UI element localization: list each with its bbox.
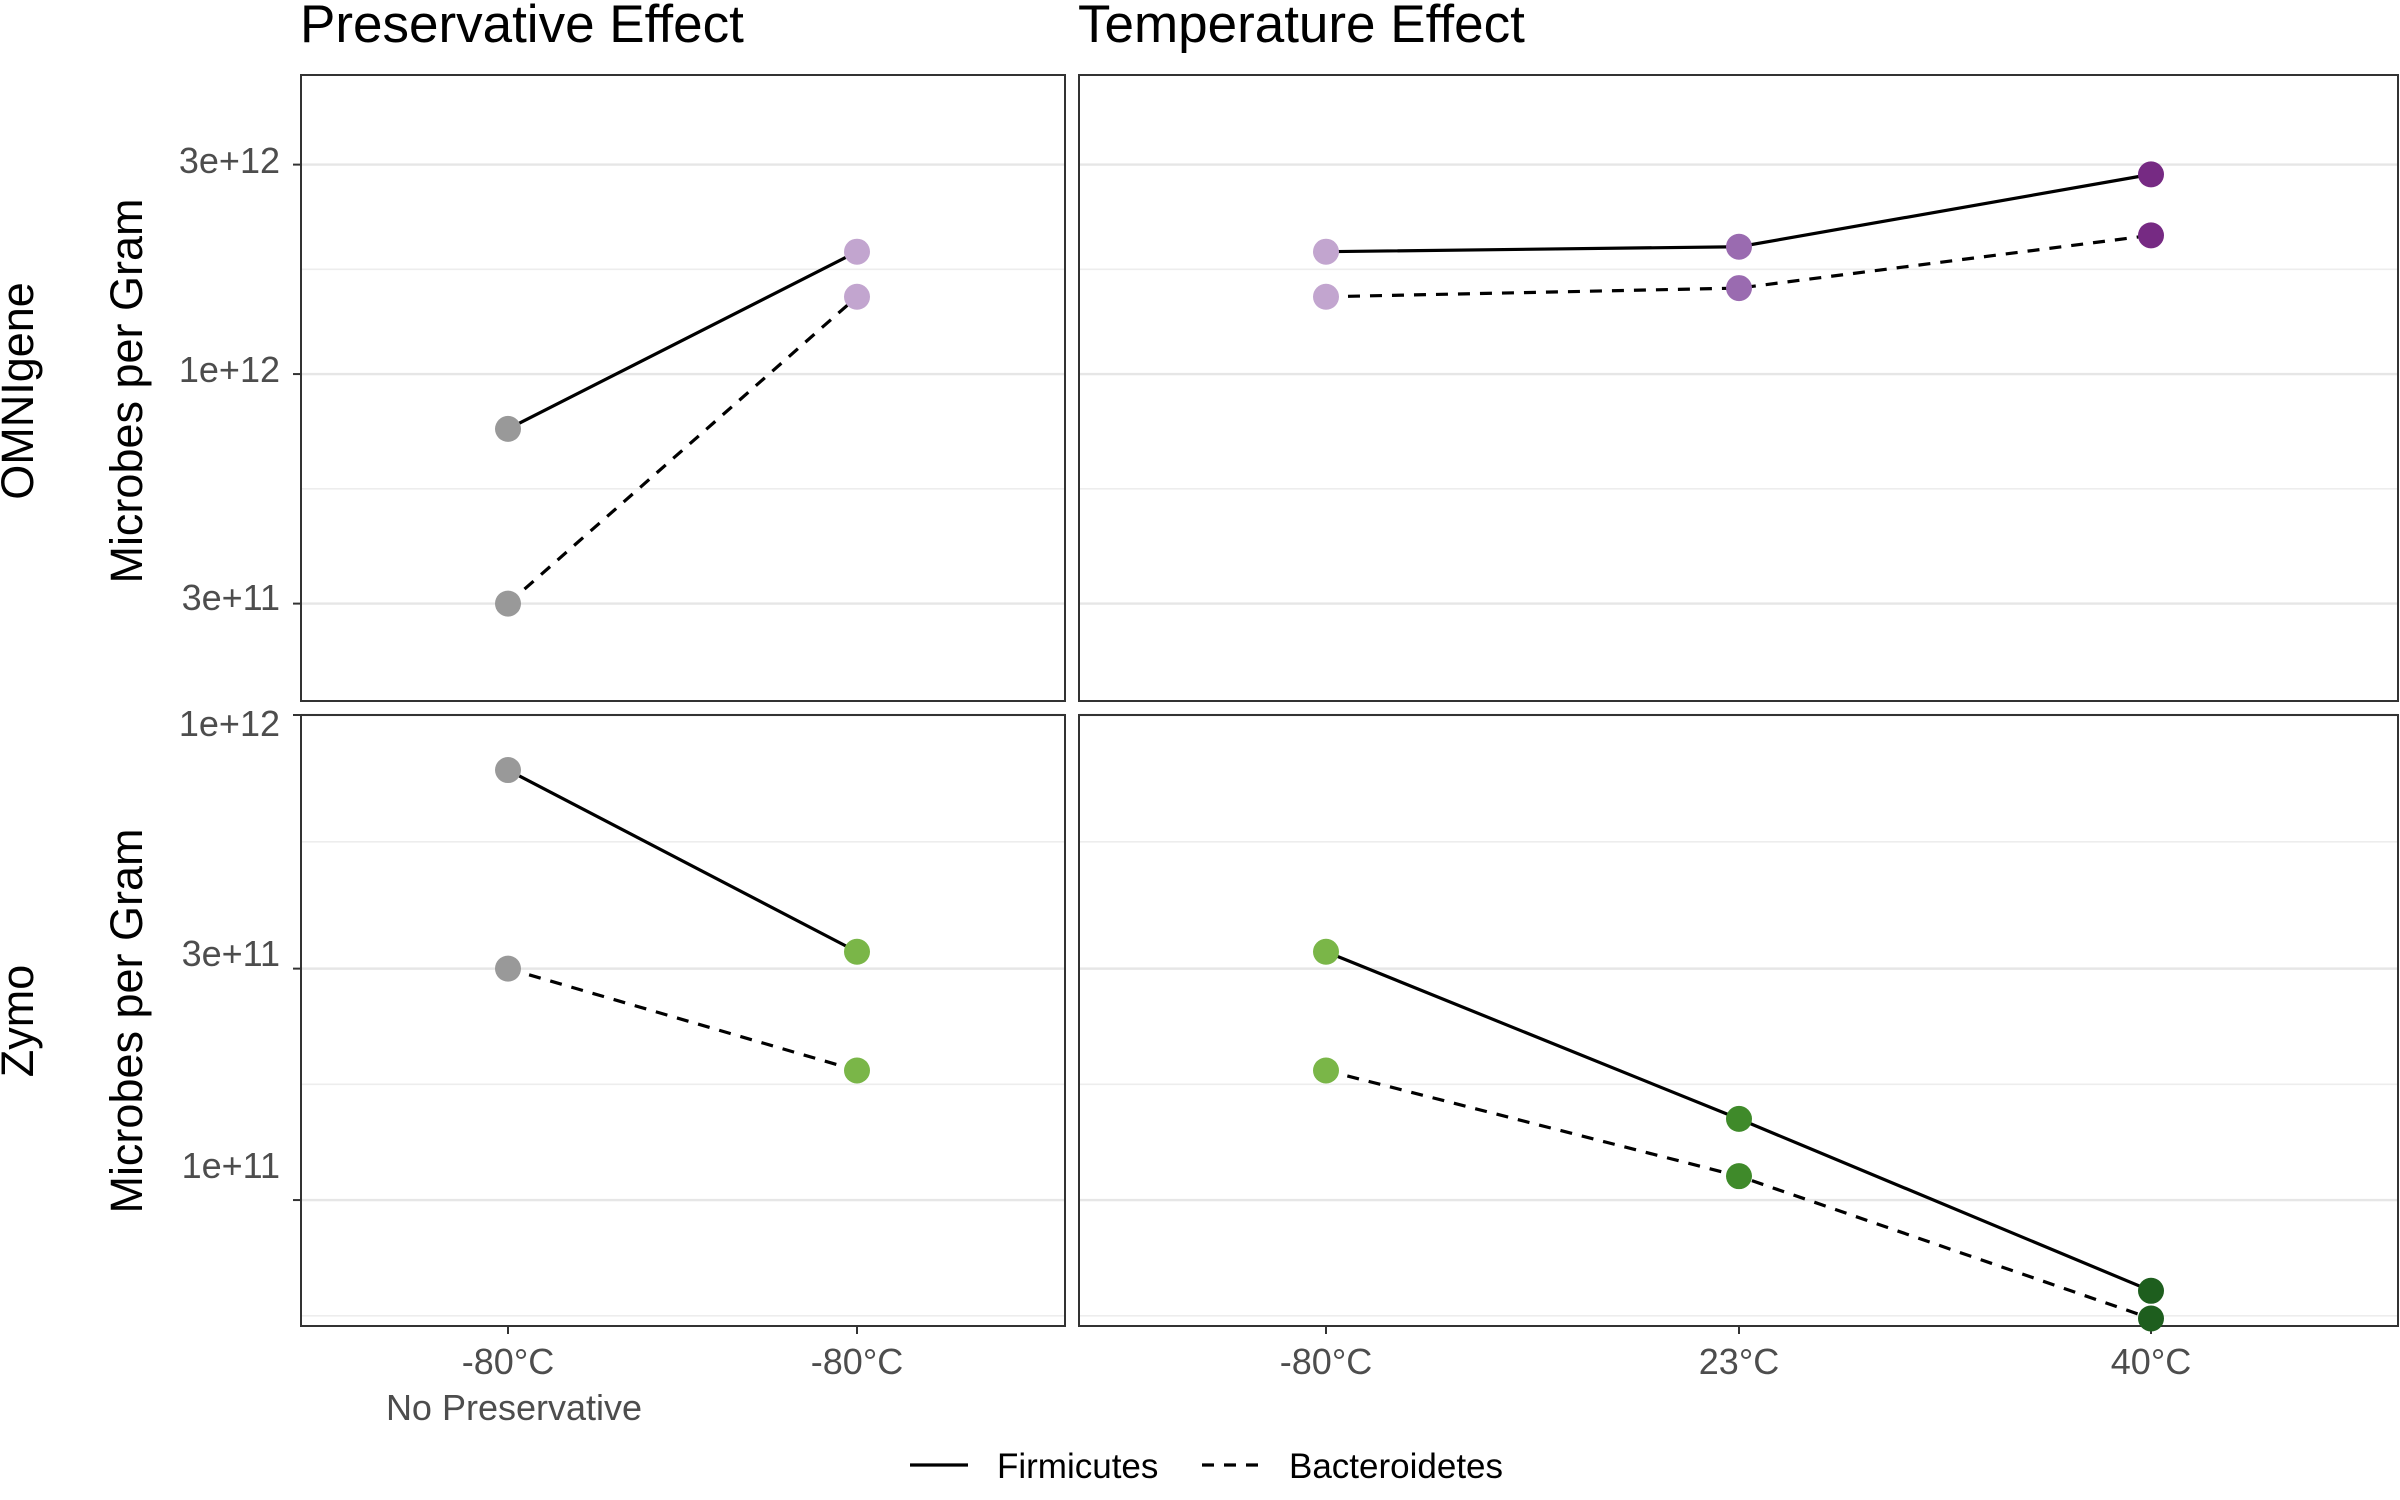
legend-label-firmicutes: Firmicutes	[997, 1447, 1158, 1486]
data-point-bacteroidetes	[495, 955, 521, 982]
panel-border	[300, 74, 1066, 702]
data-point-bacteroidetes	[2138, 1305, 2164, 1332]
y-tick-label-bottom-2: 1e+12	[179, 703, 280, 744]
row-label-zymo: Zymo	[0, 965, 43, 1078]
x-tick-label-preservative-2: -80°C	[811, 1341, 903, 1382]
data-point-bacteroidetes	[844, 283, 870, 310]
data-point-firmicutes	[1313, 938, 1339, 965]
x-tick-label-temperature-2: 23°C	[1699, 1341, 1779, 1382]
y-tick-label-top-2: 3e+12	[179, 140, 280, 181]
panel-0-1	[1078, 74, 2399, 702]
data-point-firmicutes	[844, 938, 870, 965]
data-point-firmicutes	[495, 757, 521, 784]
y-tick-label-bottom-0: 1e+11	[182, 1145, 280, 1186]
y-axis-label-top: Microbes per Gram	[101, 198, 152, 583]
legend: Firmicutes Bacteroidetes	[910, 1447, 1503, 1486]
data-point-bacteroidetes	[1313, 283, 1339, 310]
panel-border	[1078, 74, 2399, 702]
panel-border	[300, 714, 1066, 1327]
data-point-bacteroidetes	[1726, 275, 1752, 302]
data-point-firmicutes	[1313, 238, 1339, 265]
panel-1-0	[293, 713, 1066, 1334]
data-point-bacteroidetes	[1726, 1163, 1752, 1190]
panel-0-0	[293, 74, 1066, 702]
x-tick-label-temperature-3: 40°C	[2111, 1341, 2191, 1382]
x-tick-label-preservative-1: -80°C	[462, 1341, 554, 1382]
data-point-firmicutes	[1726, 233, 1752, 260]
column-title-temperature-effect: Temperature Effect	[1078, 0, 1525, 54]
data-point-firmicutes	[2138, 161, 2164, 188]
series-line-bacteroidetes	[507, 967, 858, 1073]
panel-1-1	[1078, 713, 2399, 1334]
column-title-preservative-effect: Preservative Effect	[300, 0, 744, 54]
x-tick-label-temperature-1: -80°C	[1280, 1341, 1372, 1382]
panels-layer	[293, 74, 2399, 1334]
data-point-firmicutes	[2138, 1277, 2164, 1304]
row-label-omnigene: OMNIgene	[0, 282, 43, 500]
panel-border	[1078, 714, 2399, 1327]
series-line-bacteroidetes	[506, 295, 859, 605]
data-point-firmicutes	[1726, 1105, 1752, 1132]
data-point-bacteroidetes	[844, 1057, 870, 1084]
y-tick-label-top-0: 3e+11	[182, 577, 280, 618]
data-point-bacteroidetes	[495, 590, 521, 617]
data-point-bacteroidetes	[1313, 1057, 1339, 1084]
series-line-firmicutes	[507, 250, 858, 431]
y-axis-label-bottom: Microbes per Gram	[101, 828, 152, 1213]
x-tick-sublabel-no-preservative: No Preservative	[386, 1387, 642, 1428]
data-point-firmicutes	[844, 238, 870, 265]
data-point-bacteroidetes	[2138, 222, 2164, 249]
series-line-firmicutes	[507, 768, 858, 954]
series-line-bacteroidetes	[1325, 233, 2152, 299]
legend-label-bacteroidetes: Bacteroidetes	[1289, 1447, 1503, 1486]
y-tick-label-bottom-1: 3e+11	[182, 933, 280, 974]
data-point-firmicutes	[495, 415, 521, 442]
y-tick-label-top-1: 1e+12	[179, 349, 280, 390]
